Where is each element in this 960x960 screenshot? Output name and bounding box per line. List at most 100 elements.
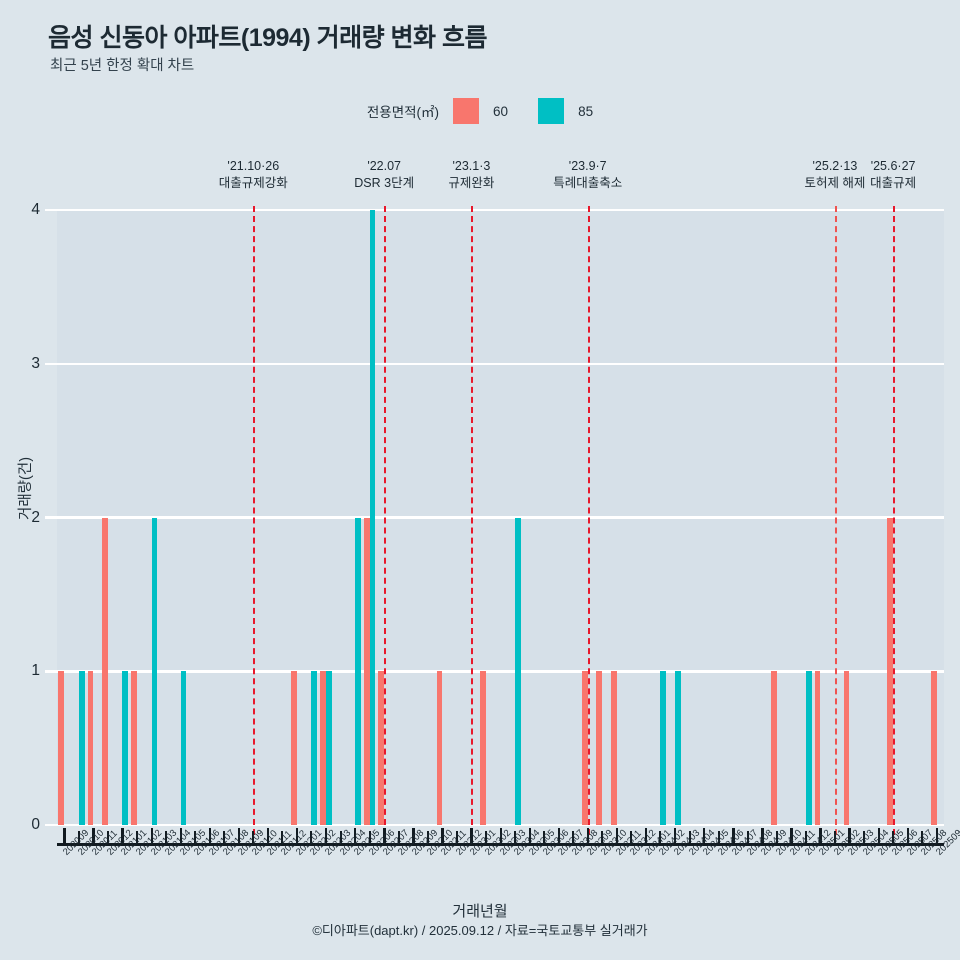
bar-202402-85[interactable] — [660, 671, 667, 825]
gridline-y-2 — [57, 516, 944, 519]
bar-202102-60[interactable] — [131, 671, 137, 825]
x-tick-202302 — [484, 831, 487, 843]
bar-202304-85[interactable] — [515, 517, 521, 825]
bar-202203-60[interactable] — [320, 671, 326, 825]
x-tick-202309 — [586, 828, 590, 843]
legend-swatch-60 — [453, 98, 480, 124]
bar-202403-85[interactable] — [674, 671, 681, 825]
bar-202311-60[interactable] — [611, 671, 617, 825]
event-line-202506 — [893, 206, 896, 835]
x-tick-202503 — [848, 828, 851, 843]
event-label-202309: '23.9·7 특례대출축소 — [553, 158, 622, 192]
x-tick-202310 — [601, 831, 604, 843]
chart-plot-area — [57, 206, 944, 835]
x-tick-202110 — [252, 831, 255, 843]
bar-202010-85[interactable] — [78, 671, 85, 825]
bar-202503-60[interactable] — [843, 671, 850, 825]
x-tick-202210 — [426, 831, 429, 843]
x-tick-202409 — [761, 828, 764, 843]
footer-credit: ©디아파트(dapt.kr) / 2025.09.12 / 자료=국토교통부 실… — [312, 923, 648, 938]
bar-202506-60[interactable] — [887, 517, 894, 825]
bar-202412-85[interactable] — [805, 671, 812, 825]
x-tick-202305 — [528, 828, 531, 843]
x-tick-202205 — [354, 828, 357, 843]
x-tick-202010 — [77, 831, 80, 843]
event-label-202110: '21.10·26 대출규제강화 — [219, 158, 288, 192]
y-tick-label-3: 3 — [31, 354, 40, 372]
legend-label-85: 85 — [578, 103, 594, 119]
x-tick-202504 — [863, 831, 866, 843]
bar-202203-85[interactable] — [326, 671, 332, 825]
y-tick-label-2: 2 — [31, 508, 40, 526]
bar-202302-60[interactable] — [480, 671, 486, 825]
bar-202410-60[interactable] — [770, 671, 777, 825]
y-tick-mark-3 — [45, 362, 57, 365]
event-date-text: '23.9·7 — [568, 159, 607, 173]
bar-202501-60[interactable] — [814, 671, 821, 825]
x-tick-202009 — [63, 828, 66, 843]
y-tick-mark-0 — [45, 823, 57, 827]
y-tick-mark-1 — [45, 670, 57, 673]
x-axis-line — [57, 828, 944, 846]
gridline-y-0 — [57, 823, 944, 827]
y-axis-title: 거래량(건) — [18, 456, 34, 520]
event-name-text: 대출규제강화 — [218, 176, 288, 190]
x-tick-202203 — [325, 828, 328, 843]
bar-202206-85[interactable] — [369, 210, 376, 825]
bar-202202-85[interactable] — [311, 671, 318, 825]
bar-202201-60[interactable] — [291, 671, 297, 825]
x-tick-202106 — [194, 831, 197, 843]
x-tick-202307 — [557, 828, 561, 843]
bar-202206-60[interactable] — [363, 517, 370, 825]
x-tick-202303 — [499, 828, 502, 843]
event-line-202309 — [587, 206, 590, 835]
event-label-202502: '25.2·13 토허제 해제 — [804, 158, 865, 192]
x-tick-202312 — [630, 831, 633, 843]
x-tick-202111 — [266, 828, 270, 843]
bar-202103-85[interactable] — [151, 517, 158, 825]
bar-202205-85[interactable] — [355, 517, 361, 825]
x-tick-202011 — [92, 828, 95, 843]
x-tick-202102 — [135, 831, 138, 843]
event-date-text: '25.6·27 — [870, 159, 916, 173]
event-date-text: '21.10·26 — [227, 159, 280, 173]
x-tick-202208 — [397, 831, 400, 843]
event-date-text: '22.07 — [367, 159, 402, 173]
x-tick-202311 — [615, 828, 619, 843]
bar-202309-60[interactable] — [581, 671, 588, 825]
legend: 전용면적(㎡) 60 85 — [0, 98, 960, 124]
x-tick-202506 — [892, 831, 895, 843]
y-tick-mark-4 — [45, 208, 57, 212]
x-tick-202211 — [441, 828, 444, 843]
x-tick-202201 — [295, 828, 299, 843]
x-tick-202406 — [717, 831, 720, 843]
gridline-y-1 — [57, 670, 944, 673]
x-tick-202412 — [804, 831, 807, 843]
bar-202211-60[interactable] — [436, 671, 443, 825]
bar-202310-60[interactable] — [596, 671, 603, 825]
bar-202101-85[interactable] — [122, 671, 129, 825]
event-label-202207: '22.07 DSR 3단계 — [354, 158, 414, 192]
bar-202509-60[interactable] — [930, 671, 937, 825]
y-tick-mark-2 — [45, 516, 57, 519]
page-title: 음성 신동아 아파트(1994) 거래량 변화 흐름 — [48, 24, 488, 52]
x-axis-title: 거래년월 — [452, 903, 508, 920]
x-tick-202103 — [150, 828, 153, 843]
x-tick-202105 — [179, 828, 182, 843]
x-tick-202108 — [223, 831, 226, 843]
event-label-202506: '25.6·27 대출규제 — [870, 158, 916, 192]
bar-202207-60[interactable] — [378, 671, 385, 825]
event-line-202301 — [471, 206, 474, 835]
x-tick-202404 — [688, 831, 691, 843]
bar-202011-60[interactable] — [87, 671, 94, 825]
x-tick-202411 — [790, 828, 793, 843]
x-tick-202012 — [106, 831, 109, 843]
x-tick-202107 — [208, 828, 212, 843]
y-tick-label-1: 1 — [31, 662, 40, 680]
bar-202012-60[interactable] — [102, 517, 108, 825]
event-date-text: '23.1·3 — [452, 159, 491, 173]
event-name-text: 규제완화 — [448, 176, 495, 190]
bar-202009-60[interactable] — [58, 671, 65, 825]
event-date-text: '25.2·13 — [812, 159, 858, 173]
bar-202105-85[interactable] — [180, 671, 187, 825]
